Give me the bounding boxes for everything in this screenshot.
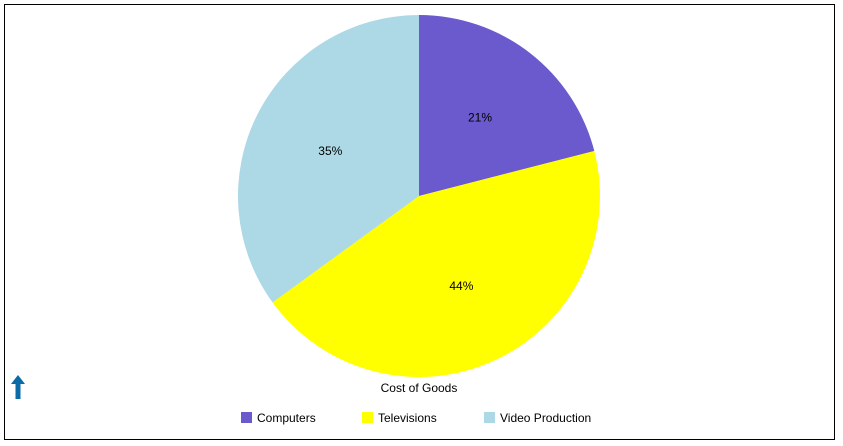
legend-item-video-production[interactable]: Video Production xyxy=(484,411,591,425)
legend-swatch xyxy=(241,412,252,423)
legend-label: Computers xyxy=(257,411,316,425)
legend-label: Video Production xyxy=(500,411,591,425)
slice-value-label: 44% xyxy=(449,279,473,293)
legend-label: Televisions xyxy=(378,411,437,425)
legend-item-televisions[interactable]: Televisions xyxy=(362,411,437,425)
legend-item-computers[interactable]: Computers xyxy=(241,411,316,425)
slice-value-label: 21% xyxy=(468,110,492,124)
pie-slice-labels: 21% 44% 35% xyxy=(318,110,492,293)
slice-value-label: 35% xyxy=(318,144,342,158)
legend-swatch xyxy=(484,412,495,423)
pie-slice-televisions[interactable] xyxy=(272,150,600,378)
pie-slice-video-production[interactable] xyxy=(237,15,419,303)
pie-slices xyxy=(237,15,600,378)
pie-slice-computers[interactable] xyxy=(419,15,595,196)
legend-swatch xyxy=(362,412,373,423)
chart-title: Cost of Goods xyxy=(381,381,458,395)
legend: Computers Televisions Video Production xyxy=(241,411,591,425)
up-arrow-icon[interactable] xyxy=(10,374,26,400)
